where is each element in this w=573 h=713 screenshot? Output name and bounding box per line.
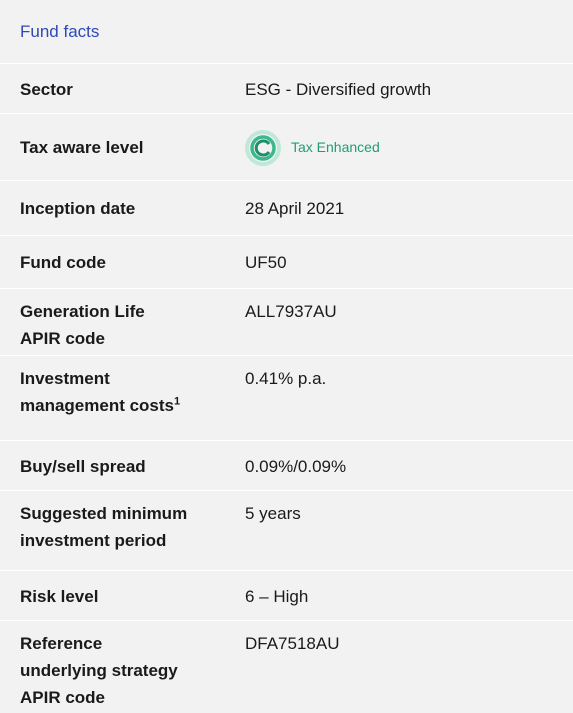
label-line: Suggested minimum — [20, 500, 187, 527]
fact-row: Investment management costs1 0.41% p.a. — [0, 355, 573, 440]
fact-label: Fund code — [20, 249, 106, 276]
label-text: Generation Life — [20, 302, 145, 321]
fact-value: DFA7518AU — [245, 634, 340, 653]
label-text: Tax aware level — [20, 138, 144, 157]
fact-label: Reference underlying strategy APIR code — [20, 630, 178, 711]
label-text: Reference — [20, 634, 103, 653]
fact-row: Reference underlying strategy APIR code DFA… — [0, 620, 573, 713]
label-text: APIR code — [20, 688, 106, 707]
footnote-marker: 1 — [174, 395, 181, 408]
label-text: management costs — [20, 396, 174, 415]
fact-value: 6 – High — [245, 586, 309, 606]
fact-label: Buy/sell spread — [20, 453, 146, 480]
fact-row: Sector ESG - Diversified growth — [0, 63, 573, 113]
fact-value: 28 April 2021 — [245, 199, 345, 218]
label-text: APIR code — [20, 329, 106, 348]
fact-label: Inception date — [20, 195, 135, 222]
label-line: Reference — [20, 630, 178, 657]
label-text: Buy/sell spread — [20, 456, 146, 476]
fact-row: Buy/sell spread 0.09%/0.09% — [0, 440, 573, 490]
fact-label: Sector — [20, 76, 73, 103]
fact-value: 0.09%/0.09% — [245, 456, 347, 476]
label-line: management costs1 — [20, 392, 180, 419]
label-line: underlying strategy — [20, 657, 178, 684]
label-text: Inception date — [20, 199, 136, 218]
fact-value: 0.41% p.a. — [245, 369, 327, 388]
label-text: Risk level — [20, 586, 99, 606]
fact-label: Investment management costs1 — [20, 365, 180, 419]
label-line: Investment — [20, 365, 180, 392]
label-line: APIR code — [20, 325, 145, 352]
label-line: Inception date — [20, 195, 135, 222]
label-text: Investment — [20, 369, 110, 388]
label-line: investment period — [20, 527, 187, 554]
label-text: Sector — [20, 79, 73, 99]
fact-row: Generation Life APIR code ALL7937AU — [0, 288, 573, 355]
fact-row: Risk level 6 – High — [0, 570, 573, 620]
fact-value: Tax Enhanced — [245, 129, 380, 166]
fact-value: ALL7937AU — [245, 302, 337, 321]
fact-label: Generation Life APIR code — [20, 298, 145, 352]
fact-row: Tax aware level Tax Enhanced — [0, 113, 573, 180]
fact-row: Inception date 28 April 2021 — [0, 180, 573, 235]
tax-icon — [245, 129, 281, 166]
value-text: Tax Enhanced — [291, 139, 380, 155]
fact-value: 5 years — [245, 504, 301, 523]
label-line: Risk level — [20, 583, 98, 610]
fact-value: ESG - Diversified growth — [245, 79, 432, 99]
label-line: Sector — [20, 76, 73, 103]
fact-row: Suggested minimum investment period 5 year… — [0, 490, 573, 570]
fact-row: Fund code UF50 — [0, 235, 573, 288]
fact-label: Suggested minimum investment period — [20, 500, 187, 554]
label-text: Suggested minimum — [20, 504, 188, 523]
label-text: investment period — [20, 531, 167, 550]
label-line: Fund code — [20, 249, 106, 276]
fact-label: Tax aware level — [20, 134, 144, 161]
section-title: Fund facts — [20, 22, 100, 41]
label-text: underlying strategy — [20, 661, 178, 680]
label-text: Fund code — [20, 253, 106, 272]
label-line: Generation Life — [20, 298, 145, 325]
label-line: Tax aware level — [20, 134, 144, 161]
fact-label: Risk level — [20, 583, 98, 610]
label-line: Buy/sell spread — [20, 453, 146, 480]
label-line: APIR code — [20, 684, 178, 711]
fact-value: UF50 — [245, 253, 287, 272]
